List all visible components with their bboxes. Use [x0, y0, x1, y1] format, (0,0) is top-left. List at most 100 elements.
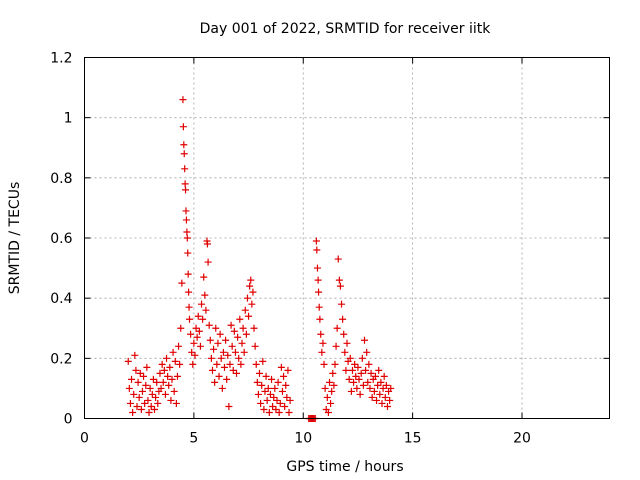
- data-point: [178, 279, 186, 287]
- data-point: [198, 300, 206, 308]
- data-point: [233, 369, 241, 377]
- data-point: [262, 372, 270, 380]
- data-point: [141, 399, 149, 407]
- data-point: [346, 354, 354, 362]
- data-point: [341, 348, 349, 356]
- data-point: [334, 255, 342, 263]
- data-point: [151, 405, 158, 413]
- data-point: [160, 366, 168, 374]
- data-point: [194, 312, 202, 320]
- data-point: [142, 381, 150, 389]
- data-point: [186, 315, 193, 323]
- data-point: [136, 369, 144, 377]
- data-point: [375, 366, 383, 374]
- data-point: [184, 249, 192, 257]
- data-point: [272, 405, 280, 413]
- data-point: [274, 378, 282, 386]
- data-point: [176, 360, 184, 368]
- data-point: [175, 342, 183, 350]
- data-point: [246, 282, 254, 290]
- y-tick-label: 1: [64, 111, 73, 127]
- tick-labels: 0 5 10 15 20 0 0.2 0.4 0.6 0.8 1 1.2: [50, 51, 531, 447]
- data-point: [195, 327, 203, 335]
- data-point: [338, 300, 346, 308]
- data-point: [379, 384, 387, 392]
- data-point: [173, 372, 181, 380]
- data-point: [358, 354, 366, 362]
- data-point: [284, 366, 292, 374]
- y-axis-title: SRMTID / TECUs: [7, 182, 23, 295]
- data-point: [381, 393, 389, 401]
- data-point: [189, 360, 197, 368]
- data-point: [340, 330, 348, 338]
- data-point: [144, 396, 152, 404]
- grid-lines: [84, 57, 610, 419]
- data-point: [177, 324, 185, 332]
- x-tick-label: 20: [513, 431, 531, 447]
- data-point: [257, 399, 265, 407]
- data-point: [280, 372, 288, 380]
- data-point: [224, 351, 232, 359]
- data-point: [265, 408, 273, 416]
- data-point: [243, 294, 251, 302]
- data-point: [353, 384, 361, 392]
- data-point: [165, 381, 173, 389]
- data-point: [134, 378, 142, 386]
- data-point: [336, 282, 344, 290]
- y-tick-label: 1.2: [50, 51, 72, 67]
- data-point: [180, 150, 188, 158]
- data-point: [313, 264, 321, 272]
- data-point: [203, 240, 211, 248]
- data-point: [256, 369, 263, 377]
- data-point: [202, 306, 210, 314]
- data-point: [248, 300, 256, 308]
- data-point: [210, 345, 218, 353]
- data-point: [159, 378, 167, 386]
- data-point: [333, 324, 341, 332]
- data-point: [234, 333, 242, 341]
- data-point: [172, 399, 180, 407]
- data-point: [208, 366, 216, 374]
- x-tick-label: 15: [404, 431, 422, 447]
- data-point: [330, 381, 338, 389]
- data-point: [259, 357, 267, 365]
- data-point: [143, 363, 151, 371]
- data-point: [179, 123, 187, 131]
- data-point: [187, 330, 195, 338]
- data-point: [216, 330, 224, 338]
- data-point: [167, 396, 175, 404]
- data-point: [221, 363, 228, 371]
- data-point: [361, 336, 368, 344]
- data-point: [200, 273, 208, 281]
- data-point: [251, 342, 259, 350]
- data-point: [335, 276, 343, 284]
- data-point: [316, 315, 324, 323]
- data-point: [321, 384, 329, 392]
- data-point: [193, 333, 201, 341]
- data-point: [237, 360, 245, 368]
- data-point: [250, 324, 258, 332]
- data-point: [219, 348, 227, 356]
- x-axis-title: GPS time / hours: [286, 459, 403, 475]
- data-point: [342, 366, 350, 374]
- y-tick-label: 0.8: [50, 171, 72, 187]
- data-point: [170, 387, 178, 395]
- data-point: [158, 360, 166, 368]
- data-point: [354, 363, 362, 371]
- data-point: [225, 402, 233, 410]
- data-point: [261, 387, 269, 395]
- x-tick-label: 0: [80, 431, 89, 447]
- data-point: [163, 354, 171, 362]
- data-point: [179, 96, 187, 104]
- data-point: [128, 375, 136, 383]
- data-point: [283, 393, 291, 401]
- data-point: [254, 390, 262, 398]
- data-point: [205, 321, 213, 329]
- chart-title: Day 001 of 2022, SRMTID for receiver iit…: [200, 21, 492, 37]
- data-point: [263, 396, 271, 404]
- data-point: [357, 369, 365, 377]
- data-point: [249, 288, 257, 296]
- data-point: [148, 390, 156, 398]
- x-tick-label: 10: [294, 431, 312, 447]
